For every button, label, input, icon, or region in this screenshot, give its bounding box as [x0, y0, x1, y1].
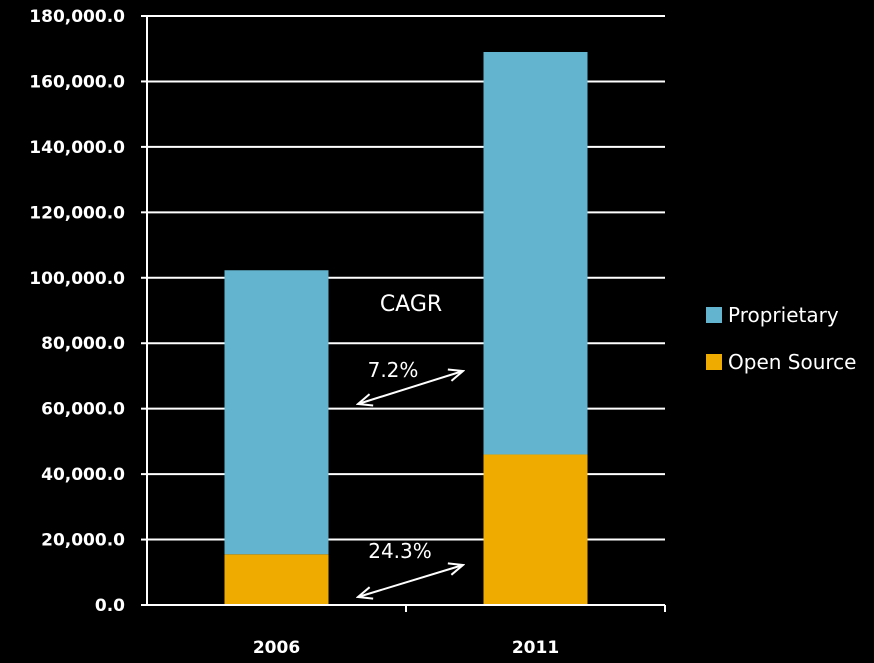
legend-label-proprietary: Proprietary: [728, 303, 839, 327]
y-tick-label: 0.0: [95, 596, 125, 616]
x-tick-label: 2011: [512, 638, 559, 658]
legend-label-open-source: Open Source: [728, 350, 856, 374]
cagr-label: CAGR: [380, 292, 442, 317]
proprietary-cagr-arrow: [358, 371, 463, 404]
open-source-cagr-arrow: [358, 565, 463, 597]
y-tick-label: 100,000.0: [29, 269, 125, 289]
y-tick-labels: 0.0 20,000.0 40,000.0 60,000.0 80,000.0 100,0…: [29, 7, 125, 616]
bar-proprietary-2011: [483, 51, 588, 455]
y-tick-label: 140,000.0: [29, 138, 125, 158]
y-tick-label: 60,000.0: [41, 400, 125, 420]
y-tick-label: 120,000.0: [29, 203, 125, 223]
legend-item-open-source: Open Source: [706, 350, 856, 374]
cagr-annotation: CAGR 7.2% 24.3%: [358, 292, 463, 597]
proprietary-cagr-label: 7.2%: [368, 358, 419, 382]
x-tick-label: 2006: [253, 638, 300, 658]
y-tick-label: 160,000.0: [29, 72, 125, 92]
legend-swatch-open-source: [706, 354, 722, 370]
y-tick-label: 40,000.0: [41, 465, 125, 485]
bar-open-source-2011: [483, 454, 588, 605]
open-source-cagr-label: 24.3%: [368, 539, 432, 563]
y-tick-label: 80,000.0: [41, 334, 125, 354]
legend-swatch-proprietary: [706, 307, 722, 323]
axes: [146, 16, 666, 612]
legend-item-proprietary: Proprietary: [706, 303, 839, 327]
y-tick-label: 180,000.0: [29, 7, 125, 27]
bar-proprietary-2006: [224, 270, 329, 555]
y-tick-label: 20,000.0: [41, 531, 125, 551]
bar-open-source-2006: [224, 554, 329, 605]
x-tick-labels: 2006 2011: [253, 638, 559, 658]
legend: Proprietary Open Source: [706, 303, 856, 374]
bars: [224, 51, 588, 605]
